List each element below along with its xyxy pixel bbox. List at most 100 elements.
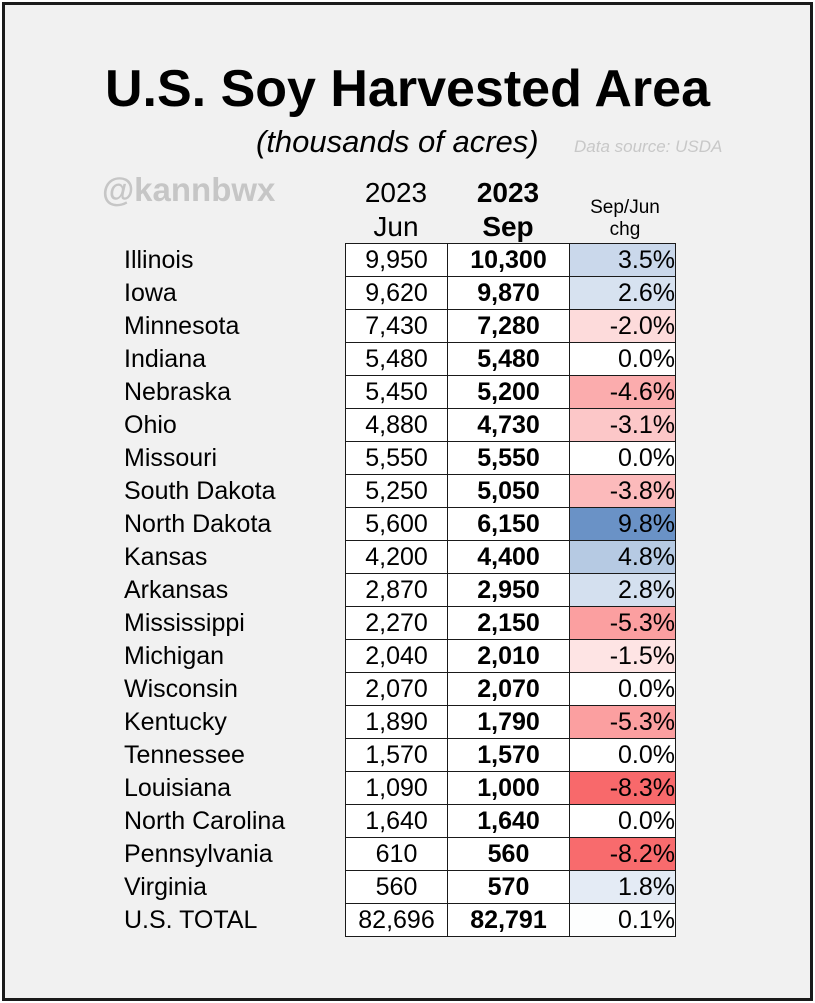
jun-value-cell: 5,480 bbox=[345, 342, 448, 376]
state-name-cell: Illinois bbox=[124, 246, 194, 274]
state-name-cell: Pennsylvania bbox=[124, 840, 273, 868]
header-chg-line1: Sep/Jun bbox=[590, 197, 660, 218]
sep-value-cell: 9,870 bbox=[447, 276, 570, 310]
state-name-cell: Iowa bbox=[124, 279, 177, 307]
table-row: Arkansas 2,870 2,950 2.8% bbox=[124, 573, 676, 607]
jun-value-cell: 1,890 bbox=[345, 705, 448, 739]
jun-value-cell: 82,696 bbox=[345, 903, 448, 937]
jun-value-cell: 2,270 bbox=[345, 606, 448, 640]
jun-value-cell: 560 bbox=[345, 870, 448, 904]
table-row: Missouri 5,550 5,550 0.0% bbox=[124, 441, 676, 475]
jun-value-cell: 7,430 bbox=[345, 309, 448, 343]
table-row: North Carolina 1,640 1,640 0.0% bbox=[124, 804, 676, 838]
table-row: Nebraska 5,450 5,200 -4.6% bbox=[124, 375, 676, 409]
sep-value-cell: 5,480 bbox=[447, 342, 570, 376]
state-name-cell: Nebraska bbox=[124, 378, 231, 406]
chg-value-cell: -1.5% bbox=[569, 639, 676, 673]
jun-value-cell: 9,950 bbox=[345, 243, 448, 277]
state-name-cell: Missouri bbox=[124, 444, 218, 472]
chg-value-cell: 1.8% bbox=[569, 870, 676, 904]
jun-value-cell: 1,090 bbox=[345, 771, 448, 805]
sep-value-cell: 2,150 bbox=[447, 606, 570, 640]
table-row: Kansas 4,200 4,400 4.8% bbox=[124, 540, 676, 574]
chg-value-cell: 0.0% bbox=[569, 804, 676, 838]
chg-value-cell: -2.0% bbox=[569, 309, 676, 343]
table-row: Iowa 9,620 9,870 2.6% bbox=[124, 276, 676, 310]
chg-value-cell: 2.8% bbox=[569, 573, 676, 607]
state-name-cell: South Dakota bbox=[124, 477, 276, 505]
acreage-table: Illinois 9,950 10,300 3.5% Iowa 9,620 9,870 2.6… bbox=[124, 243, 676, 937]
chg-value-cell: 0.0% bbox=[569, 441, 676, 475]
state-name-cell: Michigan bbox=[124, 642, 225, 670]
state-name-cell: North Carolina bbox=[124, 807, 286, 835]
table-row: U.S. TOTAL 82,696 82,791 0.1% bbox=[124, 903, 676, 937]
state-name-cell: Indiana bbox=[124, 345, 207, 373]
chg-value-cell: -5.3% bbox=[569, 705, 676, 739]
chart-title: U.S. Soy Harvested Area bbox=[104, 60, 710, 118]
header-chg: Sep/Jun chg bbox=[569, 197, 681, 241]
jun-value-cell: 4,200 bbox=[345, 540, 448, 574]
data-source-note: Data source: USDA bbox=[574, 137, 723, 156]
state-name-cell: Tennessee bbox=[124, 741, 245, 769]
state-name-cell: Virginia bbox=[124, 873, 207, 901]
jun-value-cell: 2,040 bbox=[345, 639, 448, 673]
chg-value-cell: -5.3% bbox=[569, 606, 676, 640]
sep-value-cell: 4,730 bbox=[447, 408, 570, 442]
sep-value-cell: 1,000 bbox=[447, 771, 570, 805]
state-name-cell: Ohio bbox=[124, 411, 177, 439]
state-name-cell: North Dakota bbox=[124, 510, 272, 538]
jun-value-cell: 5,550 bbox=[345, 441, 448, 475]
sep-value-cell: 82,791 bbox=[447, 903, 570, 937]
chg-value-cell: 0.0% bbox=[569, 738, 676, 772]
state-name-cell: Arkansas bbox=[124, 576, 229, 604]
chg-value-cell: -3.1% bbox=[569, 408, 676, 442]
chg-value-cell: -8.3% bbox=[569, 771, 676, 805]
chg-value-cell: -3.8% bbox=[569, 474, 676, 508]
author-handle: @kannbwx bbox=[102, 171, 276, 208]
jun-value-cell: 1,570 bbox=[345, 738, 448, 772]
sep-value-cell: 560 bbox=[447, 837, 570, 871]
chg-value-cell: 0.1% bbox=[569, 903, 676, 937]
table-row: South Dakota 5,250 5,050 -3.8% bbox=[124, 474, 676, 508]
state-name-cell: Mississippi bbox=[124, 609, 245, 637]
state-name-cell: Kentucky bbox=[124, 708, 227, 736]
table-row: North Dakota 5,600 6,150 9.8% bbox=[124, 507, 676, 541]
jun-value-cell: 1,640 bbox=[345, 804, 448, 838]
header-sep-month: Sep bbox=[482, 211, 534, 242]
sep-value-cell: 10,300 bbox=[447, 243, 570, 277]
sep-value-cell: 1,640 bbox=[447, 804, 570, 838]
table-row: Virginia 560 570 1.8% bbox=[124, 870, 676, 904]
jun-value-cell: 5,600 bbox=[345, 507, 448, 541]
sep-value-cell: 5,200 bbox=[447, 375, 570, 409]
state-name-cell: U.S. TOTAL bbox=[124, 906, 258, 934]
chg-value-cell: 2.6% bbox=[569, 276, 676, 310]
table-row: Indiana 5,480 5,480 0.0% bbox=[124, 342, 676, 376]
header-chg-line2: chg bbox=[609, 219, 641, 240]
table-row: Kentucky 1,890 1,790 -5.3% bbox=[124, 705, 676, 739]
jun-value-cell: 5,250 bbox=[345, 474, 448, 508]
state-name-cell: Louisiana bbox=[124, 774, 232, 802]
chg-value-cell: 0.0% bbox=[569, 342, 676, 376]
sep-value-cell: 7,280 bbox=[447, 309, 570, 343]
sep-value-cell: 1,790 bbox=[447, 705, 570, 739]
jun-value-cell: 9,620 bbox=[345, 276, 448, 310]
chg-value-cell: 9.8% bbox=[569, 507, 676, 541]
table-row: Louisiana 1,090 1,000 -8.3% bbox=[124, 771, 676, 805]
chart-subtitle: (thousands of acres) bbox=[256, 124, 539, 159]
sep-value-cell: 6,150 bbox=[447, 507, 570, 541]
sep-value-cell: 5,050 bbox=[447, 474, 570, 508]
jun-value-cell: 4,880 bbox=[345, 408, 448, 442]
chg-value-cell: 0.0% bbox=[569, 672, 676, 706]
table-row: Wisconsin 2,070 2,070 0.0% bbox=[124, 672, 676, 706]
header-jun-month: Jun bbox=[373, 211, 419, 242]
table-row: Tennessee 1,570 1,570 0.0% bbox=[124, 738, 676, 772]
table-body: Illinois 9,950 10,300 3.5% Iowa 9,620 9,870 2.6… bbox=[124, 243, 676, 937]
jun-value-cell: 2,070 bbox=[345, 672, 448, 706]
sep-value-cell: 570 bbox=[447, 870, 570, 904]
sep-value-cell: 2,070 bbox=[447, 672, 570, 706]
jun-value-cell: 2,870 bbox=[345, 573, 448, 607]
jun-value-cell: 5,450 bbox=[345, 375, 448, 409]
table-row: Mississippi 2,270 2,150 -5.3% bbox=[124, 606, 676, 640]
table-row: Minnesota 7,430 7,280 -2.0% bbox=[124, 309, 676, 343]
table-row: Illinois 9,950 10,300 3.5% bbox=[124, 243, 676, 277]
